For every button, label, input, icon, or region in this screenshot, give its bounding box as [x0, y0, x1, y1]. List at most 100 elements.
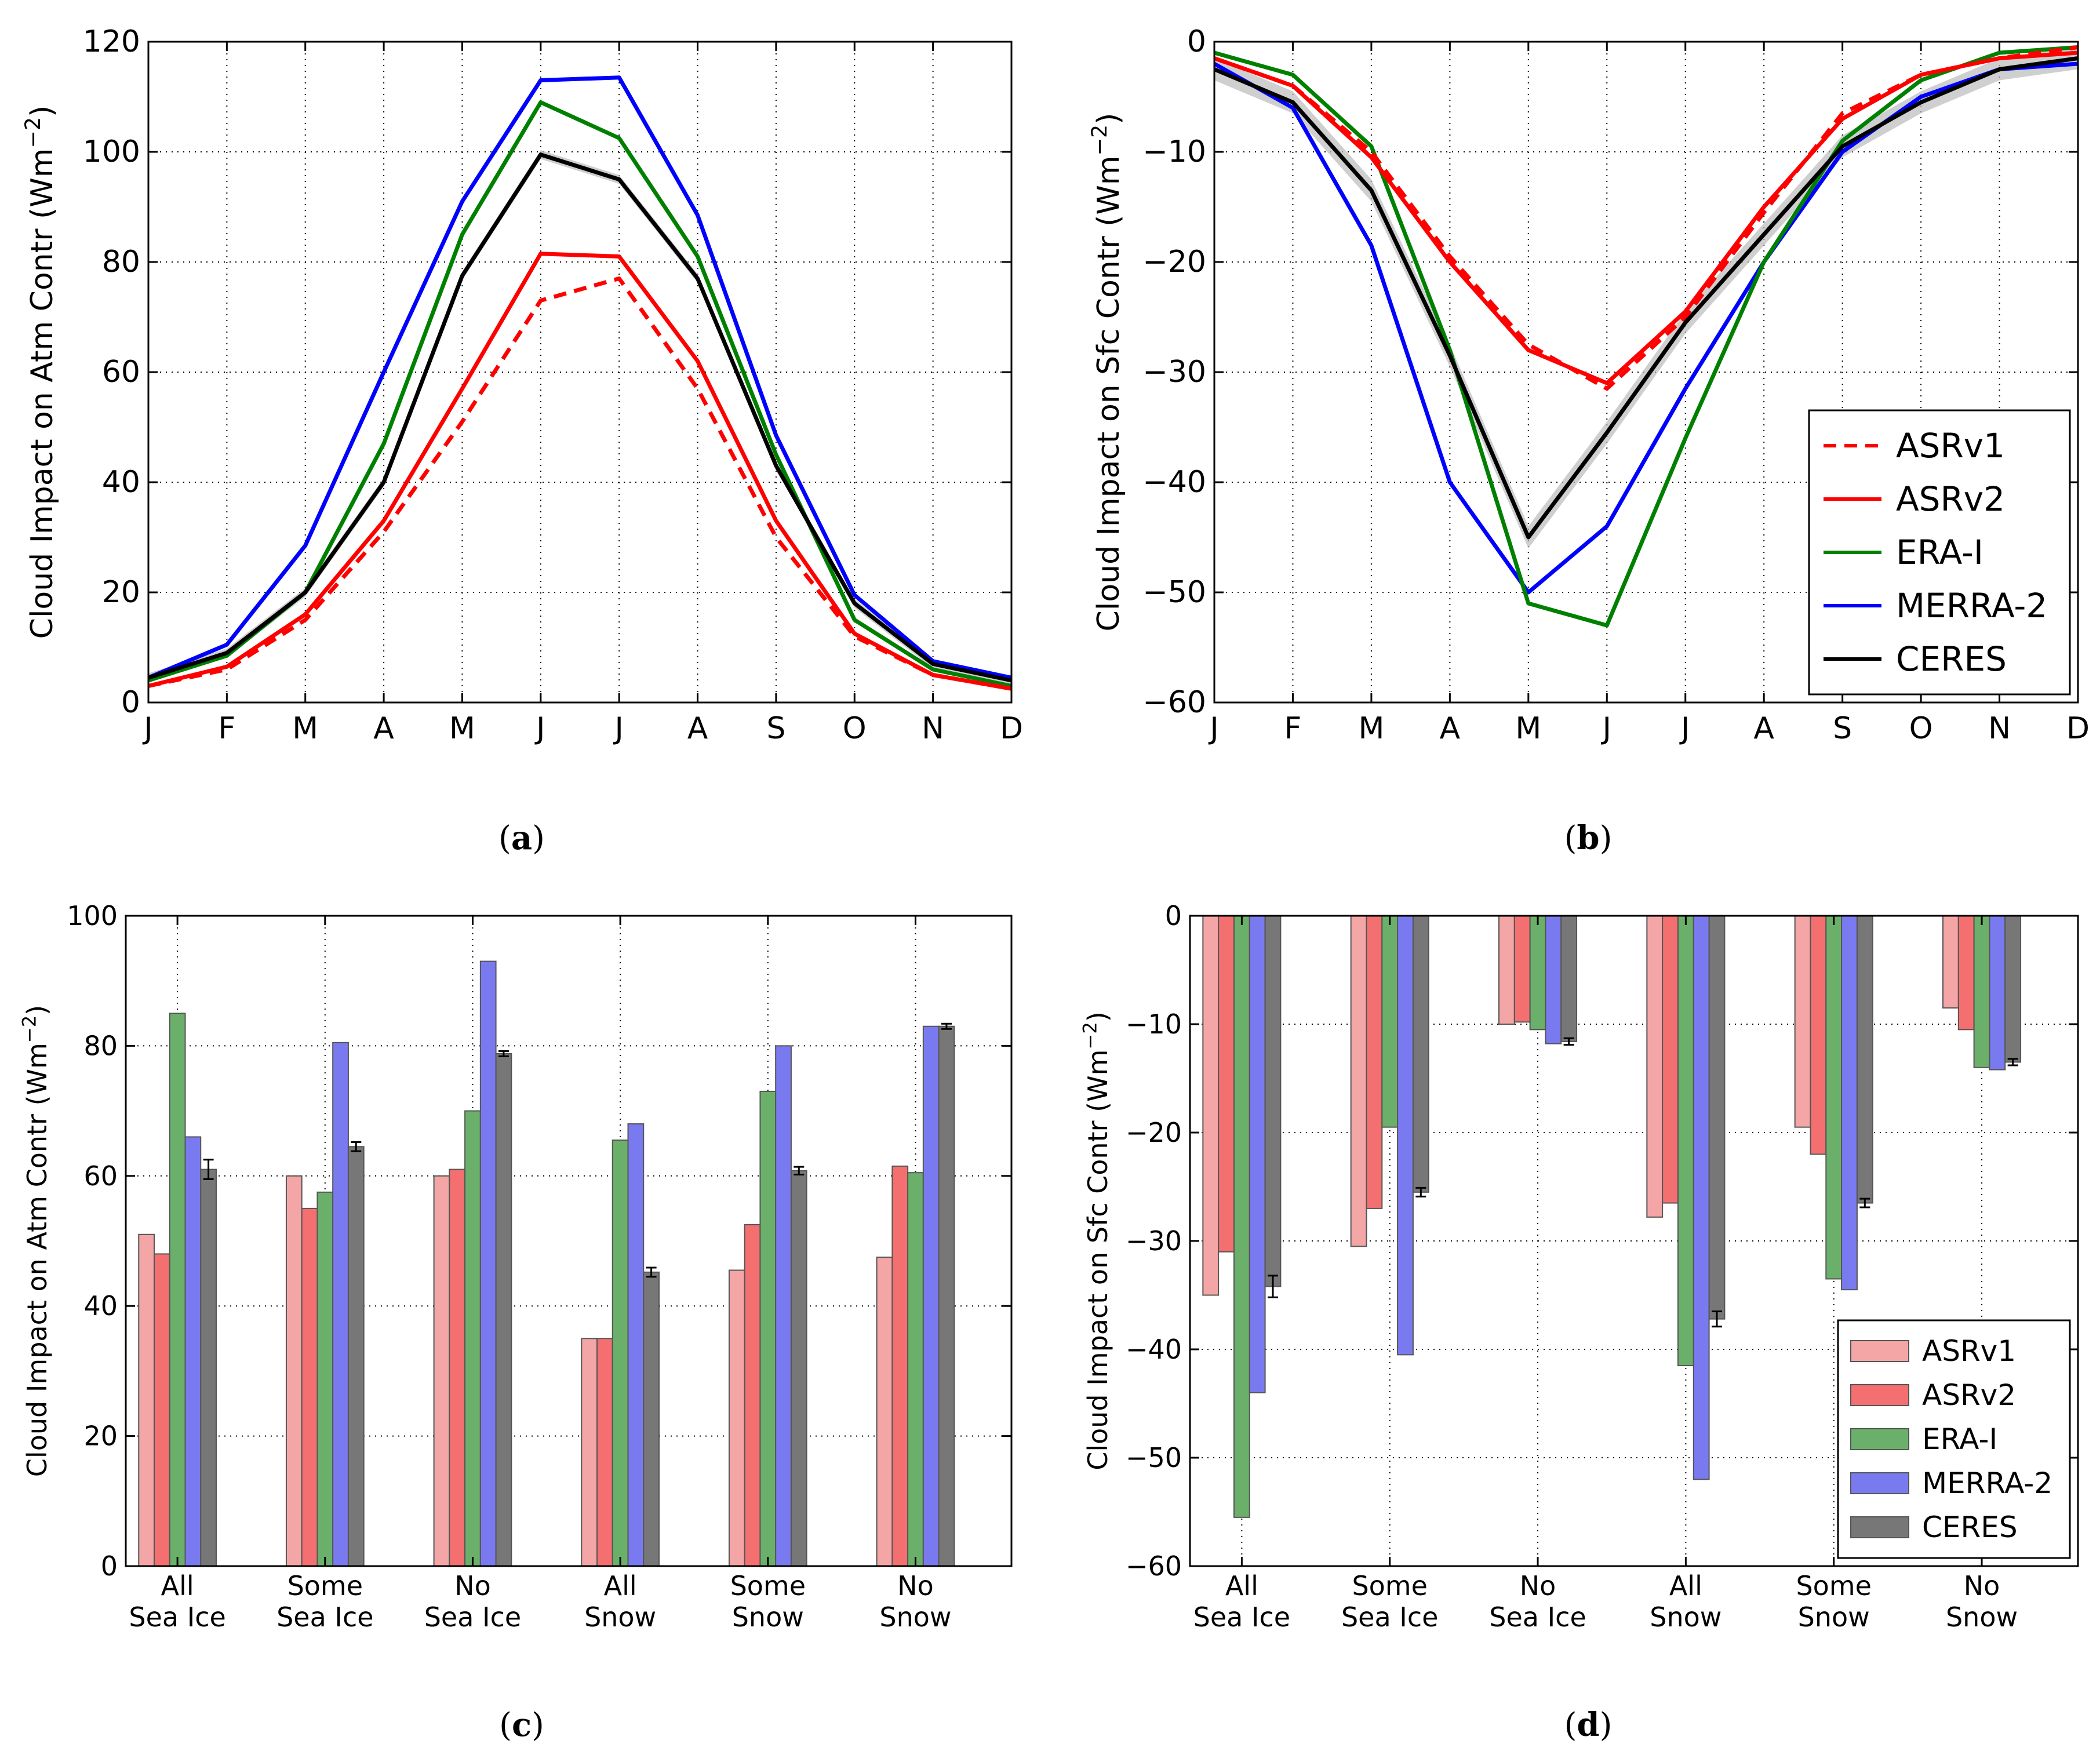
legend-label: CERES [1922, 1510, 2018, 1544]
x-tick-label: All Snow [1650, 1570, 1722, 1633]
legend-label: CERES [1896, 639, 2007, 679]
bar-ASRv2 [1513, 915, 1531, 1023]
bar-ASRv1 [433, 1175, 450, 1567]
legend-label: ERA-I [1896, 533, 1983, 572]
legend: ASRv1 ASRv2 ERA-I MERRA-2 CERES [1808, 409, 2071, 696]
y-tick-label: −30 [1126, 1225, 1182, 1257]
bar-ERA-I [1825, 915, 1843, 1280]
bar-ASRv2 [1366, 915, 1383, 1209]
bar-ASRv1 [1942, 915, 1959, 1009]
legend-swatch [1850, 1428, 1909, 1450]
series-line-ERA-I [147, 100, 1012, 688]
bar-CERES [643, 1271, 660, 1567]
y-tick-label: −40 [1142, 465, 1206, 500]
bar-MERRA-2 [184, 1136, 202, 1567]
x-tick-label: F [1284, 711, 1301, 746]
y-tick-label: 120 [83, 24, 140, 59]
x-tick-label: O [1909, 711, 1933, 746]
x-tick-label: A [687, 711, 708, 746]
legend-swatch [1850, 1472, 1909, 1494]
x-tick-label: J [142, 711, 152, 746]
bar-MERRA-2 [922, 1025, 940, 1567]
series-line-ASRv2 [1213, 50, 2079, 385]
bar-CERES [1856, 915, 1873, 1204]
bar-ASRv1 [138, 1233, 155, 1567]
x-tick-label: A [1753, 711, 1774, 746]
chart-b: −60 −50 −40 −30 −20 −10 0 J F M A M J J A S O N D Cloud Imp… [1087, 24, 2090, 857]
y-tick-label: −60 [1126, 1550, 1182, 1582]
bar-MERRA-2 [1397, 915, 1414, 1356]
bar-CERES [938, 1025, 955, 1567]
y-axis: −60 −50 −40 −30 −20 −10 0 [1142, 24, 2078, 720]
x-tick-label: Some Snow [730, 1570, 806, 1633]
series-line-MERRA-2 [1213, 61, 2079, 595]
plot-frame [147, 41, 1013, 704]
bar-ASRv2 [596, 1338, 613, 1567]
x-tick-label: D [2066, 711, 2090, 746]
bar-MERRA-2 [1249, 915, 1266, 1393]
bar-ASRv1 [285, 1175, 303, 1567]
y-axis-label: Cloud Impact on Sfc Contr (Wm−2) [1087, 113, 1126, 632]
bar-ASRv2 [301, 1207, 318, 1567]
y-tick-label: 40 [102, 465, 140, 500]
bar-ERA-I [907, 1172, 924, 1567]
panel-label: (a) [498, 819, 545, 857]
x-tick-label: M [292, 711, 318, 746]
series-line-MERRA-2 [147, 75, 1012, 680]
bar-ERA-I [464, 1110, 481, 1567]
y-tick-label: 60 [102, 355, 140, 389]
legend: ASRv1 ASRv2 ERA-I MERRA-2 CERES [1837, 1319, 2071, 1559]
bar-CERES [1412, 915, 1429, 1193]
x-tick-label: Some Snow [1796, 1570, 1871, 1633]
y-tick-label: −10 [1142, 134, 1206, 169]
series-line-CERES [1213, 56, 2079, 540]
y-axis: −60 −50 −40 −30 −20 −10 0 [1126, 900, 2078, 1582]
legend-label: ASRv2 [1896, 479, 2005, 519]
bar-CERES [790, 1170, 807, 1567]
bar-MERRA-2 [1989, 915, 2006, 1071]
bar-ERA-I [169, 1013, 186, 1567]
bar-ASRv2 [1218, 915, 1235, 1253]
x-tick-label: M [449, 711, 475, 746]
bar-ASRv2 [1662, 915, 1679, 1204]
bar-ASRv1 [1646, 915, 1664, 1218]
bar-ASRv1 [1794, 915, 1811, 1128]
y-tick-label: 40 [83, 1290, 118, 1322]
bar-ASRv2 [1810, 915, 1827, 1155]
panel-label: (c) [499, 1706, 544, 1744]
x-tick-label: D [1000, 711, 1023, 746]
bar-ASRv1 [581, 1338, 598, 1567]
bar-CERES [1264, 915, 1282, 1287]
bar-ASRv2 [891, 1165, 909, 1567]
bar-CERES [1708, 915, 1726, 1320]
x-tick-label: A [1440, 711, 1461, 746]
x-tick-label: All Sea Ice [1193, 1570, 1290, 1633]
bar-MERRA-2 [1693, 915, 1710, 1480]
y-tick-label: 0 [121, 685, 140, 720]
bar-MERRA-2 [775, 1045, 792, 1567]
bar-ERA-I [759, 1090, 777, 1567]
legend-label: MERRA-2 [1922, 1466, 2052, 1500]
y-tick-label: 20 [102, 575, 140, 610]
y-tick-label: 80 [83, 1030, 118, 1061]
bar-ASRv2 [449, 1168, 466, 1567]
series-line-ERA-I [1214, 45, 2079, 628]
bar-ASRv1 [1498, 915, 1515, 1025]
legend-label: ASRv2 [1922, 1378, 2016, 1412]
x-tick-label: N [1988, 711, 2011, 746]
bar-ERA-I [1677, 915, 1694, 1367]
bar-ASRv2 [154, 1253, 170, 1567]
x-tick-label: J [1679, 711, 1690, 746]
x-tick-label: S [1833, 711, 1852, 746]
series-line-CERES [147, 152, 1012, 683]
grid [148, 42, 1011, 702]
y-tick-label: 60 [83, 1160, 118, 1192]
plot-frame [125, 915, 1013, 1567]
bar-MERRA-2 [627, 1123, 645, 1567]
x-tick-label: M [1358, 711, 1384, 746]
y-axis-label: Cloud Impact on Sfc Contr (Wm−2) [1079, 1011, 1113, 1470]
bar-ERA-I [1973, 915, 1990, 1068]
x-tick-label: A [373, 711, 394, 746]
series-band-CERES [148, 150, 1011, 685]
